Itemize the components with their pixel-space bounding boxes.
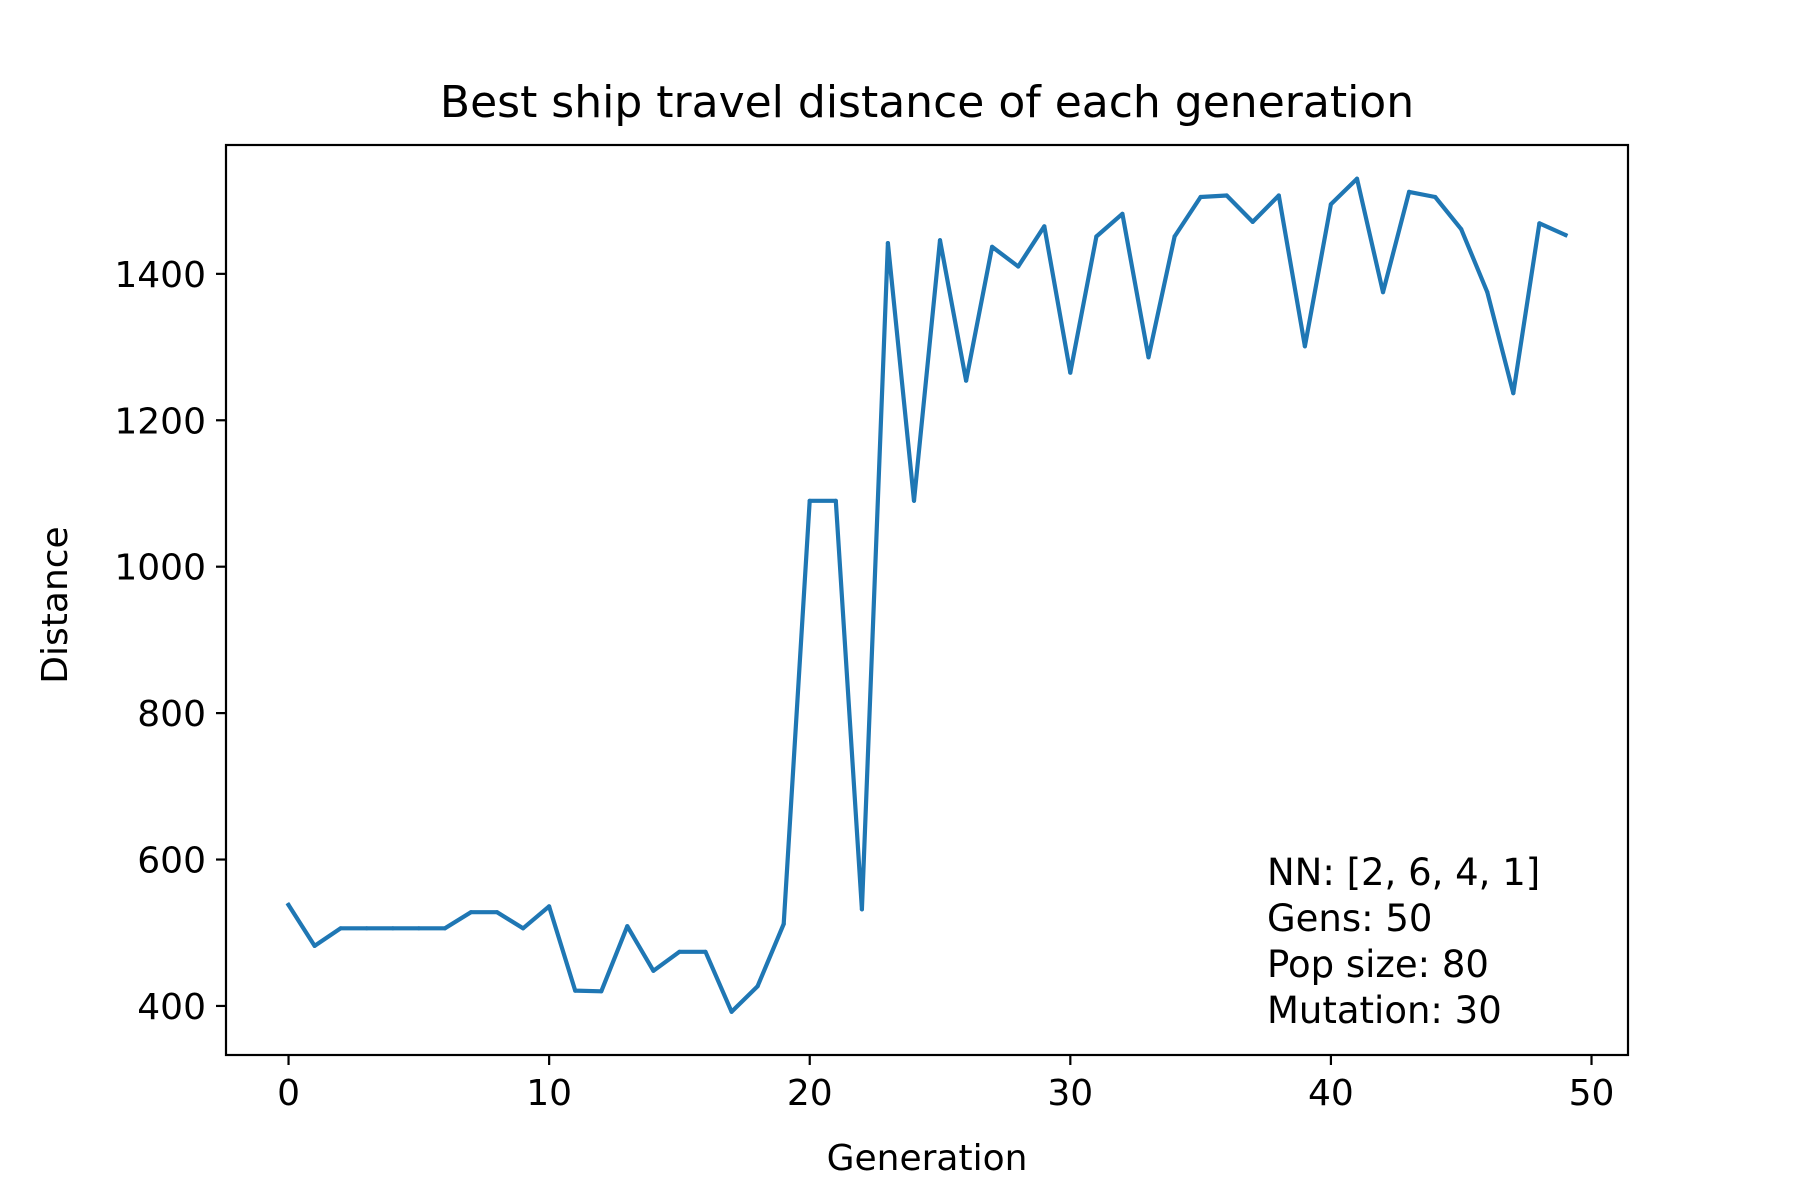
y-tick-label: 600 xyxy=(137,841,206,882)
data-point-gen-24 xyxy=(911,498,917,503)
data-point-gen-47 xyxy=(1511,391,1516,396)
data-point-gen-27 xyxy=(990,244,995,249)
data-point-gen-9 xyxy=(521,926,526,931)
annotation-line: NN: [2, 6, 4, 1] xyxy=(1267,851,1540,894)
data-point-gen-14 xyxy=(651,968,656,973)
data-point-gen-8 xyxy=(494,910,500,915)
data-point-gen-45 xyxy=(1459,227,1464,232)
data-point-gen-18 xyxy=(755,984,760,989)
x-axis-title: Generation xyxy=(827,1138,1028,1179)
data-point-gen-42 xyxy=(1380,290,1386,295)
data-point-gen-30 xyxy=(1068,370,1073,375)
annotation-line: Pop size: 80 xyxy=(1267,943,1489,986)
data-point-gen-40 xyxy=(1328,202,1333,207)
plot-frame xyxy=(224,143,1630,1057)
y-tick-label: 800 xyxy=(137,694,206,735)
data-point-gen-35 xyxy=(1198,194,1203,200)
y-axis-title: Distance xyxy=(35,526,76,683)
data-point-gen-3 xyxy=(364,926,369,931)
x-tick-label: 50 xyxy=(1569,1073,1615,1114)
data-point-gen-20 xyxy=(807,498,812,503)
data-point-gen-25 xyxy=(937,238,943,243)
data-point-gen-0 xyxy=(286,902,291,908)
data-point-gen-43 xyxy=(1407,189,1412,194)
data-point-gen-15 xyxy=(677,949,682,954)
data-point-gen-48 xyxy=(1537,221,1542,226)
x-tick-label: 30 xyxy=(1047,1073,1093,1114)
data-point-gen-28 xyxy=(1016,264,1021,269)
data-point-gen-29 xyxy=(1042,224,1047,229)
data-point-gen-5 xyxy=(416,926,421,931)
data-point-gen-22 xyxy=(859,907,865,912)
data-point-gen-46 xyxy=(1485,290,1490,295)
data-point-gen-19 xyxy=(781,921,786,927)
data-point-gen-44 xyxy=(1433,194,1438,200)
data-point-gen-1 xyxy=(312,943,317,949)
data-point-gen-10 xyxy=(547,904,552,909)
x-axis: 0 10 20 30 40 50 xyxy=(277,1055,1614,1114)
data-point-gen-17 xyxy=(729,1009,734,1014)
data-point-gen-7 xyxy=(468,910,474,915)
data-point-gen-38 xyxy=(1276,193,1281,198)
y-tick-label: 1400 xyxy=(114,255,206,296)
data-point-gen-39 xyxy=(1302,344,1307,349)
data-point-gen-32 xyxy=(1120,211,1125,216)
data-point-gen-6 xyxy=(442,926,447,931)
data-point-gen-4 xyxy=(390,926,395,931)
data-point-gen-13 xyxy=(625,924,630,929)
series-line-best-distance xyxy=(285,176,1569,1014)
data-point-gen-31 xyxy=(1094,234,1099,239)
data-point-gen-12 xyxy=(599,989,604,994)
annotation-line: Gens: 50 xyxy=(1267,897,1432,940)
x-tick-label: 20 xyxy=(787,1073,833,1114)
data-point-gen-33 xyxy=(1146,355,1151,360)
data-point-gen-49 xyxy=(1563,232,1568,238)
data-point-gen-23 xyxy=(885,241,891,246)
y-axis: 400 600 800 1000 1200 1400 xyxy=(114,255,226,1028)
data-point-gen-2 xyxy=(338,926,343,931)
data-point-gen-16 xyxy=(703,949,708,954)
data-point-gen-37 xyxy=(1250,219,1255,224)
data-point-gen-36 xyxy=(1224,193,1229,198)
data-point-gen-21 xyxy=(833,498,838,503)
x-tick-label: 10 xyxy=(526,1073,572,1114)
data-point-gen-11 xyxy=(573,988,578,993)
data-point-gen-34 xyxy=(1172,234,1177,239)
data-points xyxy=(286,176,1568,1014)
chart-title: Best ship travel distance of each genera… xyxy=(440,77,1414,128)
data-point-gen-26 xyxy=(964,378,969,383)
data-point-gen-41 xyxy=(1354,176,1360,181)
y-tick-label: 400 xyxy=(137,987,206,1028)
x-tick-label: 0 xyxy=(277,1073,300,1114)
y-tick-label: 1200 xyxy=(114,401,206,442)
y-tick-label: 1000 xyxy=(114,548,206,589)
x-tick-label: 40 xyxy=(1308,1073,1354,1114)
annotation-line: Mutation: 30 xyxy=(1267,989,1502,1032)
